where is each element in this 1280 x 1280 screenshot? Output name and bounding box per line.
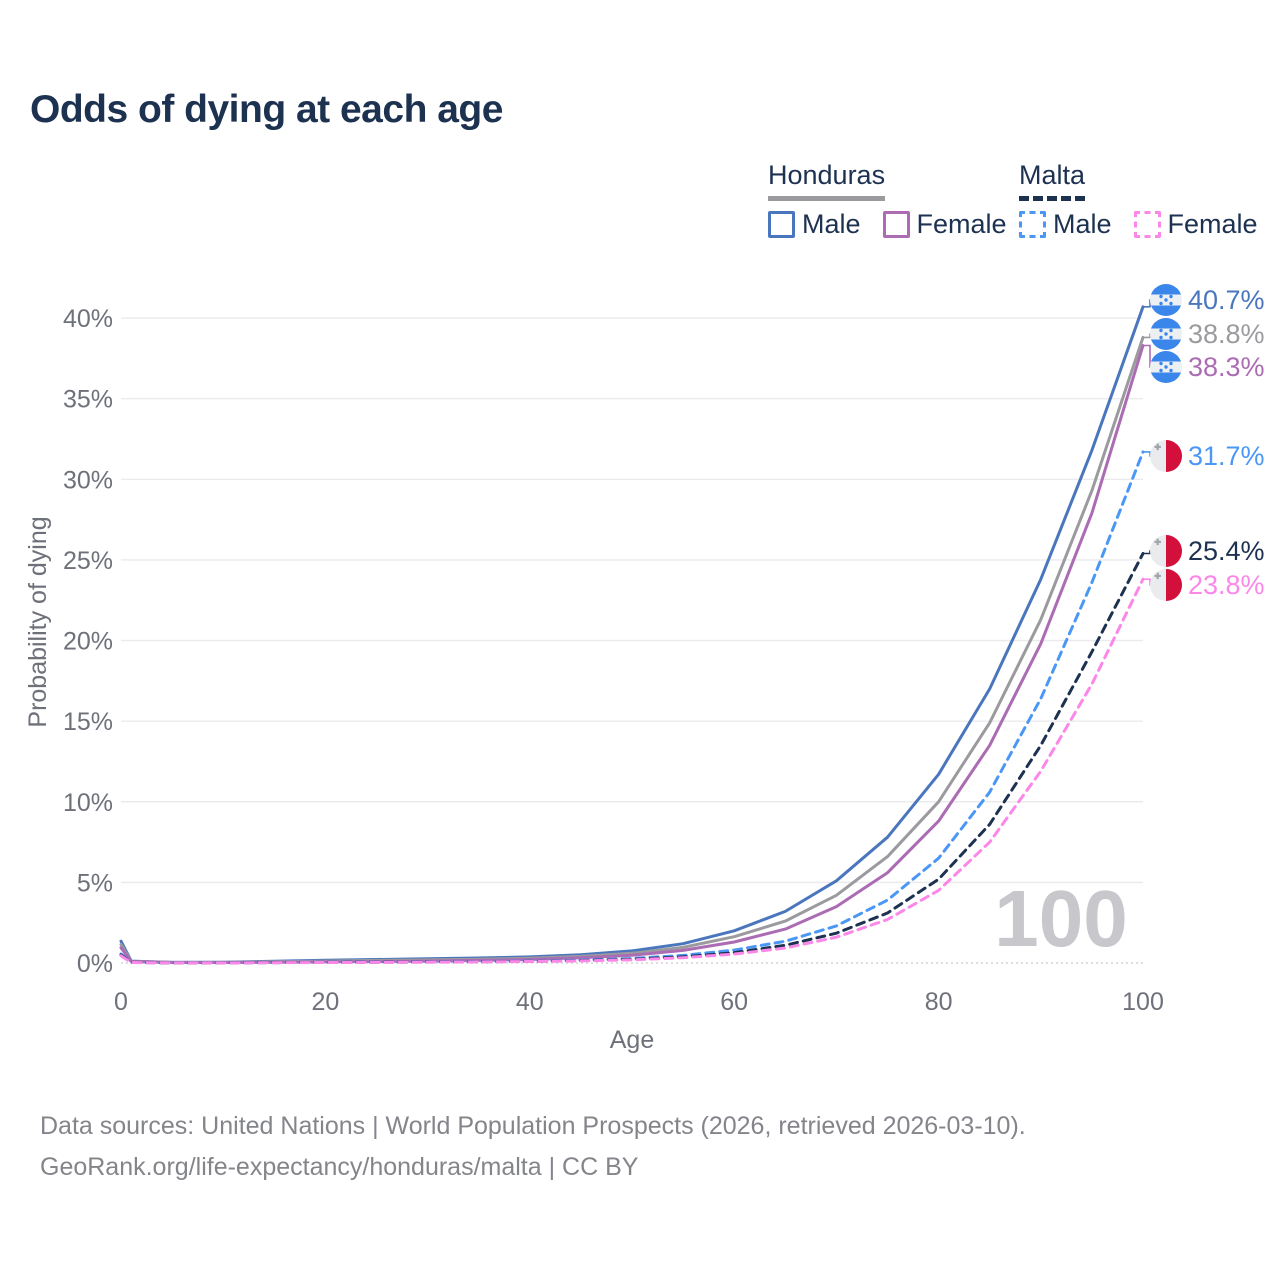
legend-items-malta: Male Female — [1019, 209, 1258, 240]
series-line-malta-female[interactable] — [119, 577, 1145, 965]
x-axis-title: Age — [610, 1026, 654, 1054]
y-tick-label-10: 10% — [63, 789, 113, 817]
flag-icon-malta — [1150, 440, 1182, 472]
x-tick-label-80: 80 — [925, 988, 953, 1016]
legend-label-malta-male: Male — [1053, 209, 1112, 239]
legend-label-honduras-male: Male — [802, 209, 861, 239]
footer: Data sources: United Nations | World Pop… — [40, 1106, 1026, 1188]
x-tick-label-20: 20 — [311, 988, 339, 1016]
series-line-honduras-male[interactable] — [119, 305, 1145, 964]
legend-header-malta[interactable]: Malta — [1019, 160, 1086, 201]
legend-group-malta: Malta Male Female — [1019, 160, 1258, 240]
end-value-label-honduras-both-sexes: 38.8% — [1188, 319, 1265, 349]
x-tick-label-0: 0 — [114, 988, 128, 1016]
legend-items-honduras: Male Female — [768, 209, 1007, 240]
y-tick-label-40: 40% — [63, 305, 113, 333]
end-value-label-malta-female: 23.8% — [1188, 570, 1265, 600]
y-tick-label-35: 35% — [63, 386, 113, 414]
series-line-honduras-female[interactable] — [119, 344, 1145, 964]
y-tick-label-25: 25% — [63, 547, 113, 575]
end-value-label-honduras-male: 40.7% — [1188, 285, 1265, 315]
y-tick-label-15: 15% — [63, 708, 113, 736]
end-value-label-malta-male: 31.7% — [1188, 441, 1265, 471]
x-tick-label-60: 60 — [720, 988, 748, 1016]
series-line-malta-both-sexes[interactable] — [119, 552, 1145, 965]
flag-icon-honduras — [1150, 351, 1182, 383]
y-axis-title: Probability of dying — [24, 516, 52, 727]
page-title: Odds of dying at each age — [30, 88, 503, 131]
legend-item-malta-male[interactable]: Male — [1019, 209, 1112, 240]
legend-label-honduras-female: Female — [916, 209, 1007, 239]
legend-item-honduras-male[interactable]: Male — [768, 209, 861, 240]
footer-data-sources: Data sources: United Nations | World Pop… — [40, 1112, 1026, 1140]
legend-header-honduras[interactable]: Honduras — [768, 160, 886, 201]
x-tick-label-100: 100 — [1122, 988, 1164, 1016]
end-value-label-malta-both-sexes: 25.4% — [1188, 536, 1265, 566]
end-value-label-honduras-female: 38.3% — [1188, 352, 1265, 382]
series-line-honduras-both-sexes[interactable] — [119, 335, 1145, 964]
y-tick-label-5: 5% — [77, 869, 113, 897]
hovered-age-watermark: 100 — [994, 874, 1127, 963]
legend-checkbox-honduras-female[interactable] — [882, 211, 910, 238]
legend-checkbox-malta-female[interactable] — [1133, 211, 1161, 238]
legend-checkbox-honduras-male[interactable] — [768, 211, 795, 238]
flag-icon-honduras — [1150, 318, 1182, 350]
legend-item-malta-female[interactable]: Female — [1133, 209, 1258, 240]
x-tick-label-40: 40 — [516, 988, 544, 1016]
legend-item-honduras-female[interactable]: Female — [882, 209, 1007, 240]
mortality-line-chart[interactable]: 0% 5% 10% 15% 20% 25% 30% 35% 40% 0 20 40 60 80 100 Age… — [0, 0, 1280, 1080]
flag-icon-malta — [1150, 535, 1182, 567]
series-line-malta-male[interactable] — [119, 450, 1145, 965]
legend-group-honduras: Honduras Male Female — [768, 160, 1007, 240]
y-tick-label-30: 30% — [63, 466, 113, 494]
flag-icon-malta — [1150, 569, 1182, 601]
legend-checkbox-malta-male[interactable] — [1019, 211, 1046, 238]
footer-attribution: GeoRank.org/life-expectancy/honduras/mal… — [40, 1153, 639, 1181]
y-tick-label-20: 20% — [63, 628, 113, 656]
y-tick-label-0: 0% — [77, 950, 113, 978]
legend-label-malta-female: Female — [1167, 209, 1258, 239]
flag-icon-honduras — [1150, 284, 1182, 316]
